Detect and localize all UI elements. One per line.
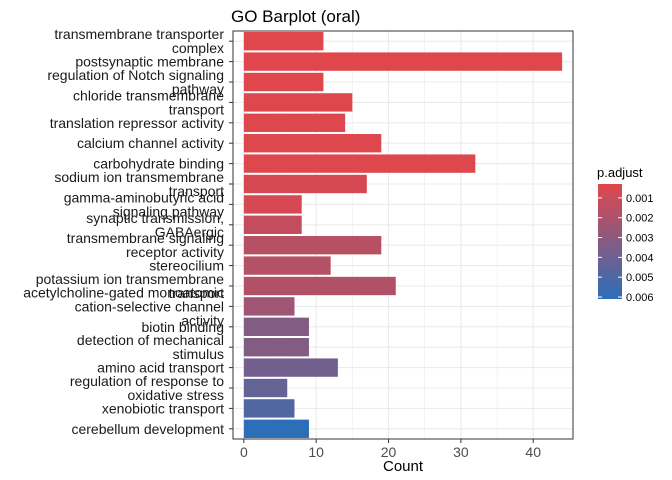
category-label: chloride transmembrane transport: [73, 87, 224, 117]
bar: [243, 174, 367, 194]
category-label: regulation of response to oxidative stres…: [70, 373, 224, 403]
bar: [243, 297, 295, 316]
bar: [243, 378, 288, 398]
chart-title: GO Barplot (oral): [231, 7, 360, 26]
category-label: detection of mechanical stimulus: [77, 332, 224, 362]
bar: [243, 154, 476, 173]
category-labels: transmembrane transporter complexpostsyna…: [23, 26, 233, 437]
category-label: regulation of Notch signaling pathway: [47, 67, 224, 97]
category-label: synaptic transmission, GABAergic: [86, 210, 224, 240]
category-label: potassium ion transmembrane transport: [36, 271, 225, 301]
category-label: xenobiotic transport: [102, 400, 224, 416]
legend-tick-label: 0.002: [626, 213, 654, 225]
legend-tick-label: 0.001: [626, 193, 654, 205]
bar: [243, 195, 302, 214]
x-tick-label: 0: [240, 444, 248, 460]
x-tick-label: 20: [381, 444, 397, 460]
category-label: transmembrane signaling receptor activity: [67, 230, 224, 260]
category-label: stereocilium: [149, 258, 224, 274]
bar: [243, 52, 563, 71]
category-label: calcium channel activity: [77, 135, 224, 151]
color-legend: p.adjust 0.001 0.002 0.003 0.004 0.005 0.006: [597, 165, 654, 304]
bar: [243, 134, 382, 153]
x-axis: 0 10 20 30 40: [240, 439, 541, 460]
category-label: biotin binding: [141, 319, 224, 335]
legend-title: p.adjust: [597, 165, 643, 180]
category-label: gamma-aminobutyric acid signaling pathway: [64, 189, 224, 219]
bars-layer: [243, 32, 563, 438]
bar: [243, 419, 309, 438]
category-label: amino acid transport: [97, 360, 224, 376]
panel-border: [232, 30, 574, 440]
legend-tick-label: 0.003: [626, 233, 654, 245]
category-label: postsynaptic membrane: [75, 54, 224, 70]
bar: [243, 317, 309, 336]
x-tick-label: 10: [308, 444, 324, 460]
legend-colorbar: [598, 184, 622, 299]
panel-background: [232, 30, 574, 440]
bar: [243, 215, 302, 234]
bar: [243, 399, 295, 418]
x-tick-label: 30: [453, 444, 469, 460]
bar: [243, 32, 324, 51]
category-label: translation repressor activity: [50, 115, 224, 131]
legend-tick-label: 0.004: [626, 252, 654, 264]
category-label: sodium ion transmembrane transport: [54, 169, 224, 199]
bar: [243, 72, 324, 92]
bar: [243, 338, 309, 357]
bar: [243, 358, 338, 377]
bar: [243, 113, 346, 132]
bar: [243, 256, 331, 275]
legend-tick-label: 0.005: [626, 272, 654, 284]
category-label: transmembrane transporter complex: [54, 26, 224, 56]
legend-tick-label: 0.006: [626, 292, 654, 304]
x-tick-label: 40: [525, 444, 541, 460]
legend-ticks: 0.001 0.002 0.003 0.004 0.005 0.006: [598, 193, 654, 304]
category-label: acetylcholine-gated monoatomic cation-sel…: [23, 284, 224, 328]
bar: [243, 93, 353, 112]
category-label: cerebellum development: [71, 421, 224, 437]
bar: [243, 276, 396, 296]
category-label: carbohydrate binding: [93, 156, 224, 172]
x-axis-title: Count: [383, 458, 424, 475]
bar: [243, 236, 382, 255]
